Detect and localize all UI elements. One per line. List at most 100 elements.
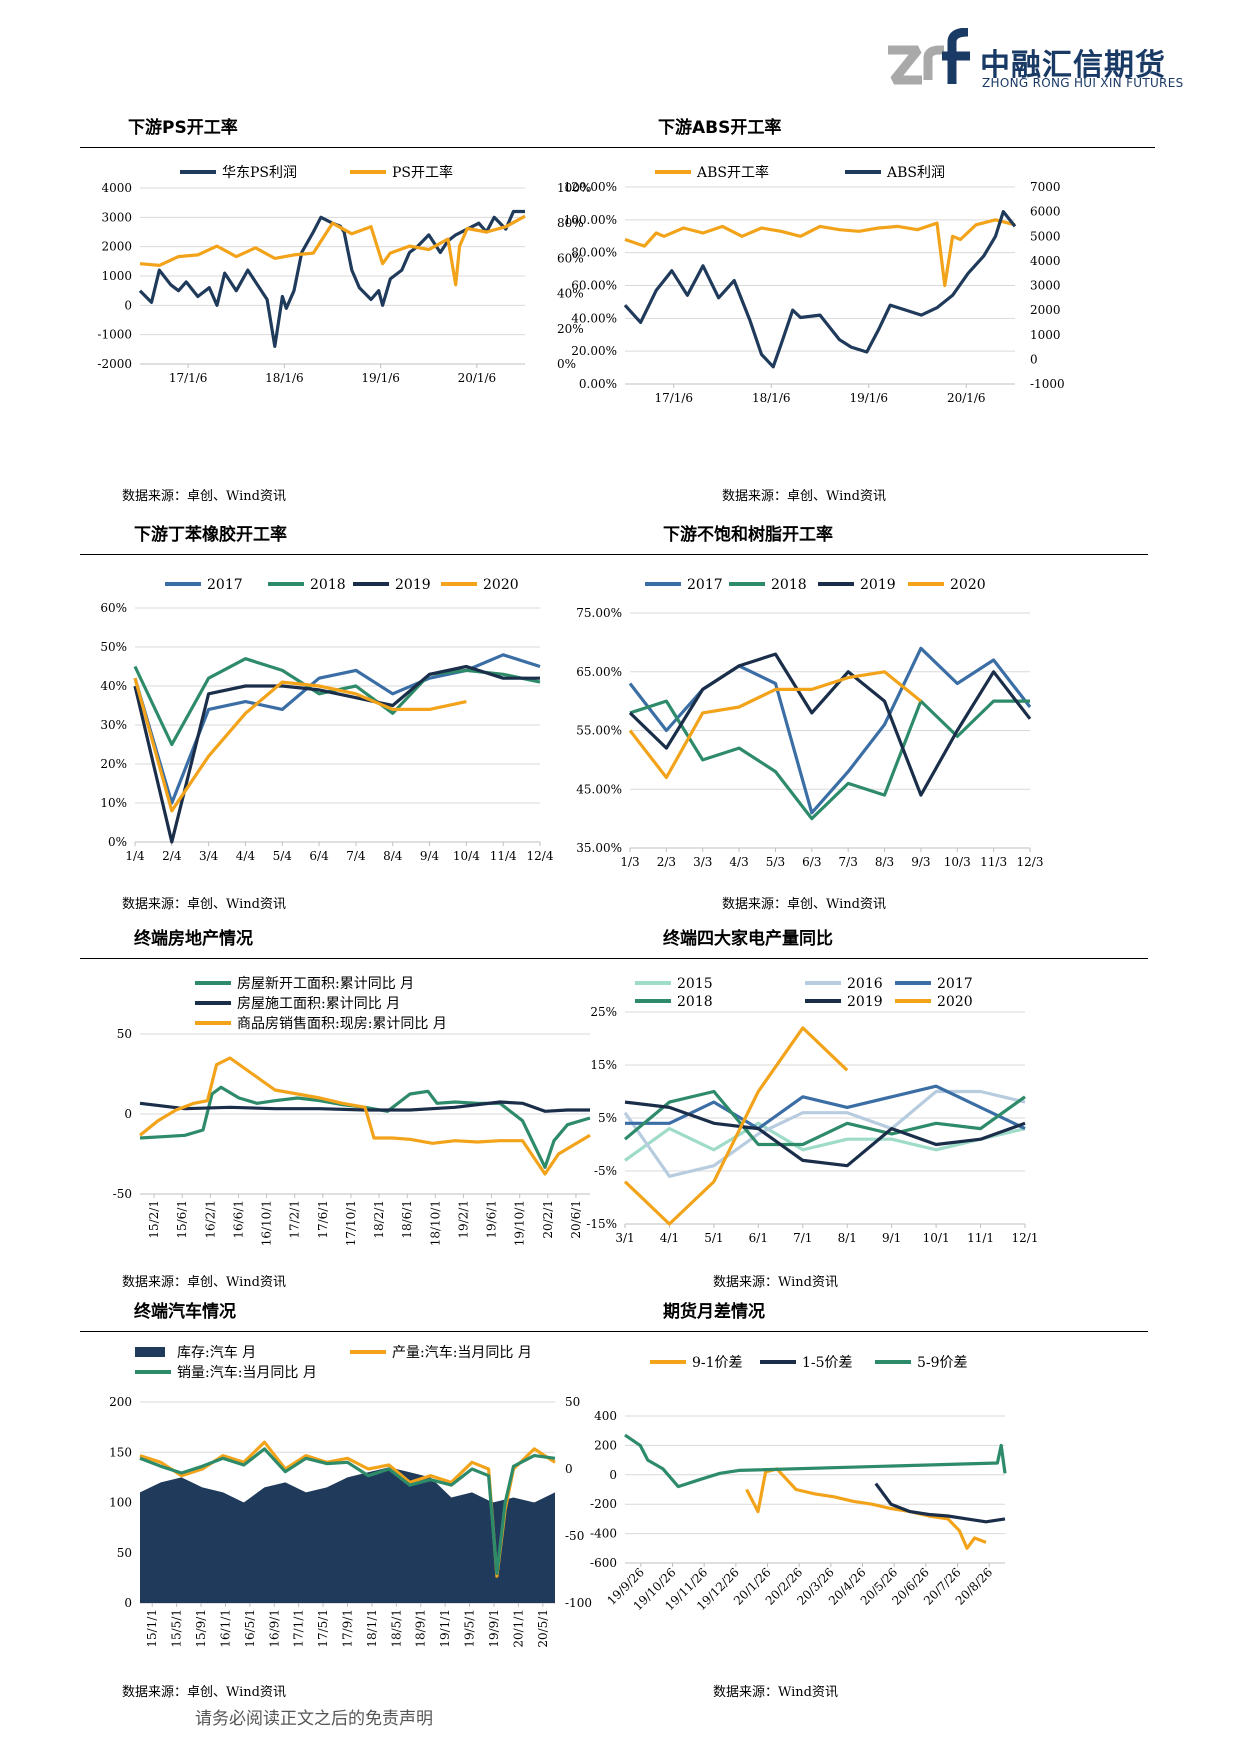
series-line-2 — [138, 1056, 591, 1176]
x-tick-label: 20/1/1 — [511, 1609, 525, 1648]
panel-title-realestate: 终端房地产情况 — [134, 929, 253, 949]
logo-english-name: ZHONG RONG HUI XIN FUTURES — [982, 76, 1184, 90]
x-tick-label: 18/1/6 — [752, 391, 791, 405]
y2-tick-label: -50 — [565, 1529, 584, 1543]
series-line-2 — [624, 1433, 1007, 1489]
x-tick-label: 19/1/6 — [361, 371, 400, 385]
x-tick-label: 17/2/1 — [288, 1200, 302, 1239]
series-line-1 — [139, 214, 526, 287]
legend-label: 库存:汽车 月 — [177, 1344, 256, 1361]
y-tick-label: 20% — [100, 757, 127, 771]
x-tick-label: 18/10/1 — [428, 1200, 442, 1246]
x-tick-label: 15/2/1 — [147, 1200, 161, 1239]
y-tick-label: 50 — [117, 1027, 132, 1041]
chart-abs-operating-rate: 120.00% 100.00% 80.00% 60.00% 40.00% 20.00% 0.… — [564, 158, 1145, 448]
x-tick-label: 17/1/6 — [654, 391, 693, 405]
x-tick-label: 17/9/1 — [341, 1609, 355, 1648]
y2-tick-label: 60% — [557, 251, 584, 265]
y-tick-label: 10% — [100, 796, 127, 810]
section-rule — [80, 554, 1148, 555]
legend-label: 2018 — [771, 577, 807, 593]
series-line-0 — [624, 1121, 1026, 1162]
data-source: 数据来源：Wind资讯 — [713, 1275, 838, 1290]
data-source: 数据来源：卓创、Wind资讯 — [122, 1275, 286, 1290]
y-tick-label: -1000 — [97, 328, 132, 342]
series-line-3 — [623, 1089, 1026, 1147]
x-tick-label: 18/1/1 — [365, 1609, 379, 1648]
x-tick-label: 15/9/1 — [194, 1609, 208, 1648]
y-tick-label: 0 — [124, 298, 132, 312]
y2-tick-label: 3000 — [1030, 279, 1061, 293]
series-line-0 — [133, 653, 541, 805]
y-tick-label: 60% — [100, 601, 127, 615]
series-line-0 — [745, 1467, 987, 1550]
section-rule — [80, 958, 1148, 959]
chart-upr-operating-rate: 75.00% 65.00% 55.00% 45.00% 35.00% 1/3 2/3 3/3 4… — [576, 565, 1145, 869]
y-tick-label: 100 — [109, 1496, 132, 1510]
x-tick-label: 12/4 — [527, 849, 554, 863]
y2-tick-label: -1000 — [1030, 377, 1065, 391]
x-tick-label: 4/3 — [729, 855, 748, 869]
y2-tick-label: 1000 — [1030, 328, 1061, 342]
x-tick-label: 15/5/1 — [170, 1609, 184, 1648]
chart-real-estate: 50 0 -50 15/2/1 15/6/1 16/2/1 16/6/1 16/10/1 17/… — [95, 962, 615, 1262]
y2-tick-label: -100 — [565, 1596, 592, 1610]
x-tick-label: 15/6/1 — [175, 1200, 189, 1239]
x-tick-label: 18/1/6 — [265, 371, 304, 385]
x-tick-label: 11/1 — [967, 1231, 994, 1245]
y-tick-label: 0 — [609, 1468, 617, 1482]
legend-label: 2018 — [677, 994, 713, 1010]
series-line-5 — [623, 1026, 849, 1226]
series-line-2 — [133, 664, 540, 844]
chart-sbr-operating-rate: 60% 50% 40% 30% 20% 10% 0% 1/4 2/4 3/4 4/4 5/4 6/4 7/… — [95, 565, 615, 865]
legend-label: 2019 — [395, 577, 431, 593]
legend-label: 销量:汽车:当月同比 月 — [177, 1364, 317, 1381]
series-line-3 — [133, 677, 467, 813]
legend-label: PS开工率 — [392, 164, 453, 181]
y2-tick-label: 50 — [565, 1395, 580, 1409]
x-tick-label: 20/1/6 — [947, 391, 986, 405]
series-line-2 — [139, 1447, 556, 1576]
y-tick-label: 30% — [100, 718, 127, 732]
x-tick-label: 20/5/1 — [536, 1609, 550, 1648]
y-tick-label: -400 — [590, 1527, 617, 1541]
series-line-1 — [139, 1100, 590, 1113]
y-tick-label: 75.00% — [576, 606, 622, 620]
y-tick-label: 50 — [117, 1546, 132, 1560]
y-tick-label: 65.00% — [576, 665, 622, 679]
chart-ps-operating-rate: 4000 3000 2000 1000 0 -1000 -2000 100% 80% 60% 40%… — [95, 158, 625, 448]
section-rule — [80, 147, 1155, 148]
legend-label: 华东PS利润 — [222, 165, 297, 181]
logo-z-shape — [888, 45, 922, 85]
y-tick-label: 5% — [598, 1111, 617, 1125]
y-tick-label: 50% — [100, 640, 127, 654]
x-tick-label: 19/10/1 — [513, 1200, 527, 1246]
panel-title-upr: 下游不饱和树脂开工率 — [663, 525, 833, 545]
y-tick-label: 4000 — [101, 181, 132, 195]
legend-label: 2019 — [847, 994, 883, 1010]
x-tick-label: 3/3 — [693, 855, 712, 869]
series-line-1 — [623, 1089, 1026, 1178]
legend-label: 房屋施工面积:累计同比 月 — [237, 996, 400, 1012]
x-tick-label: 19/1/1 — [438, 1609, 452, 1648]
y2-tick-label: 100% — [557, 181, 591, 195]
x-tick-label: 16/9/1 — [267, 1609, 281, 1648]
y2-tick-label: 6000 — [1030, 205, 1061, 219]
x-tick-label: 5/3 — [766, 855, 785, 869]
section-rule — [80, 1331, 1148, 1332]
x-tick-label: 16/6/1 — [231, 1200, 245, 1239]
panel-title-spread: 期货月差情况 — [663, 1302, 765, 1322]
series-line-0 — [624, 218, 1016, 288]
y-tick-label: 3000 — [101, 210, 132, 224]
chart-futures-spread: 400 200 0 -200 -400 -600 19/9/26 19/10/26 19/11/… — [590, 1338, 1145, 1668]
legend-label: 商品房销售面积:现房:累计同比 月 — [237, 1016, 447, 1032]
x-tick-label: 12/3 — [1017, 855, 1044, 869]
legend-label: 2017 — [687, 577, 723, 593]
x-tick-label: 10/1 — [923, 1231, 950, 1245]
legend-label: 9-1价差 — [692, 1355, 743, 1371]
legend-label: ABS利润 — [886, 165, 945, 181]
logo-f-shape — [942, 28, 970, 84]
y2-tick-label: 20% — [557, 322, 584, 336]
x-tick-label: 19/1/6 — [849, 391, 888, 405]
x-tick-label: 1/3 — [620, 855, 639, 869]
